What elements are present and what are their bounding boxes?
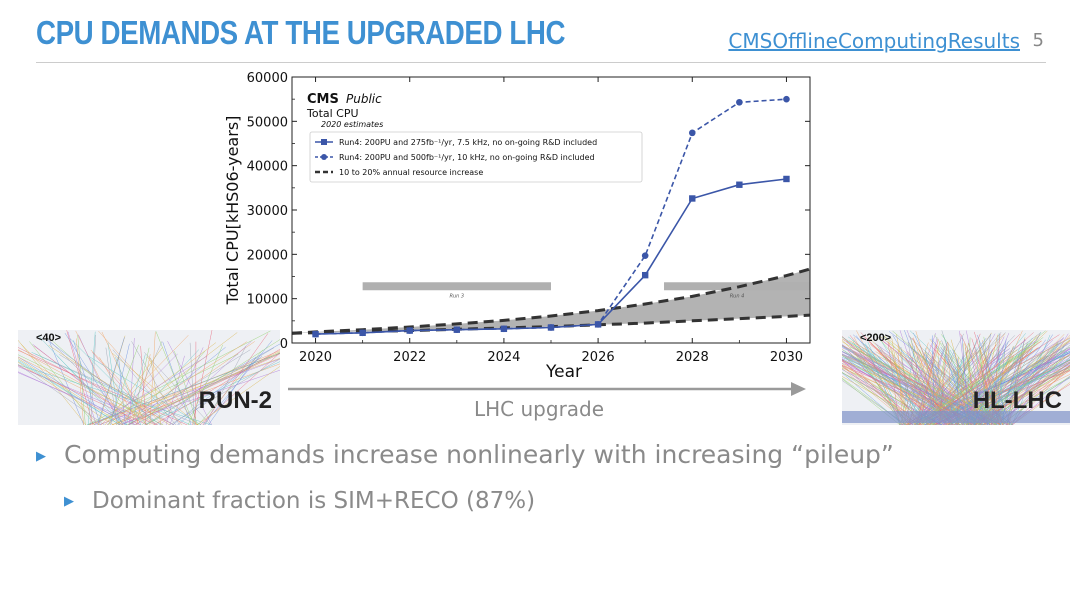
series-1-point: [688, 129, 696, 137]
hllhc-label: HL-LHC: [972, 387, 1062, 414]
cms-label: CMS: [307, 92, 339, 107]
series-1-point: [641, 252, 649, 259]
run2-pileup-label: <40>: [36, 332, 62, 344]
run2-label: RUN-2: [198, 387, 272, 414]
y-tick-label: 60000: [247, 71, 288, 86]
y-tick-label: 30000: [247, 204, 288, 219]
triangle-bullet-icon: ▶: [64, 494, 74, 509]
legend-label-2: 10 to 20% annual resource increase: [339, 168, 483, 177]
hllhc-event-display: <200> HL-LHC: [842, 330, 1070, 425]
upgrade-arrow: [288, 382, 806, 396]
resource-increase-band: [292, 269, 810, 334]
period-bar-0: [362, 282, 551, 291]
y-axis-label: Total CPU[kHS06-years]: [223, 116, 242, 306]
estimates-label: 2020 estimates: [321, 120, 383, 129]
upgrade-label: LHC upgrade: [474, 397, 605, 421]
title-divider: [36, 62, 1046, 63]
bullet-text: Computing demands increase nonlinearly w…: [64, 440, 894, 469]
legend-label-0: Run4: 200PU and 275fb⁻¹/yr, 7.5 kHz, no …: [339, 138, 597, 147]
series-1-point: [453, 326, 461, 334]
series-1-point: [359, 329, 366, 337]
x-tick-label: 2028: [676, 350, 709, 365]
series-1-point: [547, 324, 555, 331]
page-number: 5: [1032, 30, 1044, 51]
x-tick-label: 2030: [770, 350, 803, 365]
series-1-point: [736, 98, 743, 106]
total-cpu-label: Total CPU: [306, 107, 359, 120]
legend-marker-1: [321, 154, 327, 160]
x-tick-label: 2024: [487, 350, 520, 365]
series-0-point: [689, 195, 696, 202]
x-tick-label: 2022: [393, 350, 426, 365]
period-label-0: Run 3: [450, 293, 465, 299]
x-tick-label: 2026: [582, 350, 615, 365]
series-0-point: [783, 175, 790, 183]
y-tick-label: 50000: [247, 115, 288, 130]
triangle-bullet-icon: ▶: [36, 448, 46, 464]
legend-box: [309, 131, 643, 183]
hllhc-tracks-image: [842, 330, 1070, 425]
series-1-point: [783, 95, 790, 103]
chart-background: [215, 68, 815, 388]
slide-title: CPU DEMANDS AT THE UPGRADED LHC: [36, 14, 566, 51]
period-label-1: Run 4: [730, 293, 745, 299]
x-axis-label: Year: [545, 362, 582, 382]
bullet-item: ▶ Computing demands increase nonlinearly …: [36, 440, 894, 469]
run2-tracks-image: [18, 330, 280, 425]
cms-offline-computing-link[interactable]: CMSOfflineComputingResults: [728, 29, 1020, 53]
series-1-point: [500, 325, 508, 333]
bullet-text: Dominant fraction is SIM+RECO (87%): [92, 488, 536, 514]
public-label: Public: [346, 92, 382, 106]
y-tick-label: 20000: [247, 248, 288, 263]
x-tick-label: 2020: [299, 350, 332, 365]
legend-label-1: Run4: 200PU and 500fb⁻¹/yr, 10 kHz, no o…: [339, 153, 595, 162]
hllhc-pileup-label: <200>: [860, 332, 892, 344]
y-tick-label: 0: [280, 337, 288, 352]
run2-event-display: <40> RUN-2: [18, 330, 280, 425]
legend-marker-0: [321, 139, 327, 145]
series-0-point: [736, 181, 743, 188]
y-tick-label: 40000: [247, 160, 288, 175]
y-tick-label: 10000: [247, 293, 288, 308]
series-1-point: [406, 327, 414, 334]
bullet-item: ▶ Dominant fraction is SIM+RECO (87%): [64, 488, 535, 514]
series-0-point: [641, 271, 649, 279]
series-1-point: [312, 330, 319, 338]
cpu-demand-chart: Run 3 Run 4 0 10000 20000 30000 40000 50000 6000…: [215, 68, 815, 388]
series-1-point: [594, 321, 602, 328]
